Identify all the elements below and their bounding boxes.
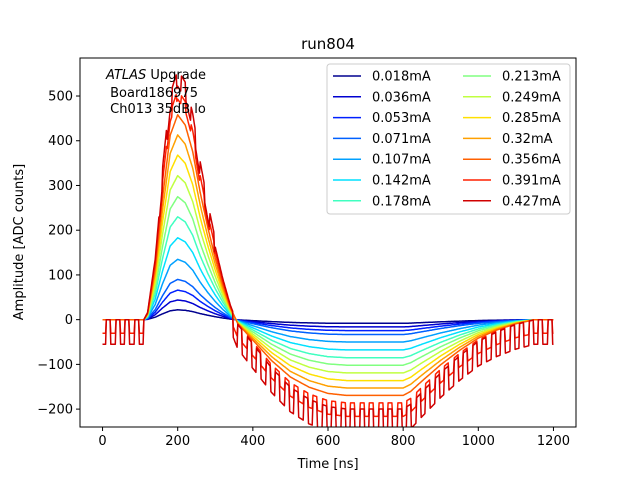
legend-label: 0.285mA [502,111,561,126]
y-tick-label: 300 [48,179,73,194]
y-axis: −200 −100 0 100 200 300 400 500 [37,90,80,418]
x-tick-label: 800 [391,434,416,449]
x-tick-label: 1200 [537,434,570,449]
legend-label: 0.053mA [372,111,431,126]
series-line-0.071mA [102,278,554,336]
y-tick-label: 0 [65,313,73,328]
legend-label: 0.036mA [372,90,431,105]
series-line-0.356mA [102,114,554,397]
series-line-0.036mA [102,299,554,328]
series-layer [102,74,554,427]
series-line-0.178mA [102,216,554,359]
y-tick-label: −100 [37,358,73,373]
x-tick-label: 600 [316,434,341,449]
y-tick-label: 500 [48,90,73,105]
y-tick-label: 100 [48,268,73,283]
series-line-0.249mA [102,174,554,374]
y-tick-label: 400 [48,134,73,149]
series-line-0.213mA [102,195,554,366]
x-axis: 0 200 400 600 800 1000 1200 [98,427,570,449]
annotation-upgrade: Upgrade [146,68,206,83]
legend: 0.018mA 0.036mA 0.053mA 0.071mA 0.107mA 0.142… [326,63,571,215]
x-tick-label: 400 [240,434,265,449]
atlas-annotation: ATLAS Upgrade Board186975 Ch013 35dB lo [105,68,206,117]
x-tick-label: 0 [98,434,106,449]
annotation-line1: ATLAS Upgrade [105,68,206,83]
legend-label: 0.178mA [372,194,431,209]
series-line-0.142mA [102,237,554,351]
y-tick-label: −200 [37,403,73,418]
annotation-line2: Board186975 [106,86,198,101]
x-tick-label: 1000 [462,434,495,449]
annotation-atlas: ATLAS [105,68,146,83]
legend-label: 0.356mA [502,153,561,168]
series-line-0.32mA [102,134,554,389]
series-line-0.427mA [102,74,554,427]
series-line-0.018mA [102,309,554,325]
legend-label: 0.142mA [372,174,431,189]
legend-label: 0.071mA [372,132,431,147]
series-line-0.107mA [102,258,554,343]
y-tick-label: 200 [48,224,73,239]
plot-area [79,57,577,428]
series-line-0.391mA [102,93,554,418]
annotation-line3: Ch013 35dB lo [106,102,206,117]
legend-label: 0.427mA [502,194,561,209]
x-axis-label: Time [ns] [296,457,358,472]
series-line-0.285mA [102,154,554,382]
chart-title: run804 [301,35,355,53]
x-tick-label: 200 [165,434,190,449]
legend-label: 0.32mA [502,132,553,147]
legend-label: 0.107mA [372,153,431,168]
legend-box [326,63,571,215]
legend-label: 0.391mA [502,174,561,189]
series-line-0.053mA [102,289,554,332]
y-axis-label: Amplitude [ADC counts] [12,164,27,320]
legend-label: 0.018mA [372,70,431,85]
legend-label: 0.213mA [502,70,561,85]
legend-label: 0.249mA [502,90,561,105]
